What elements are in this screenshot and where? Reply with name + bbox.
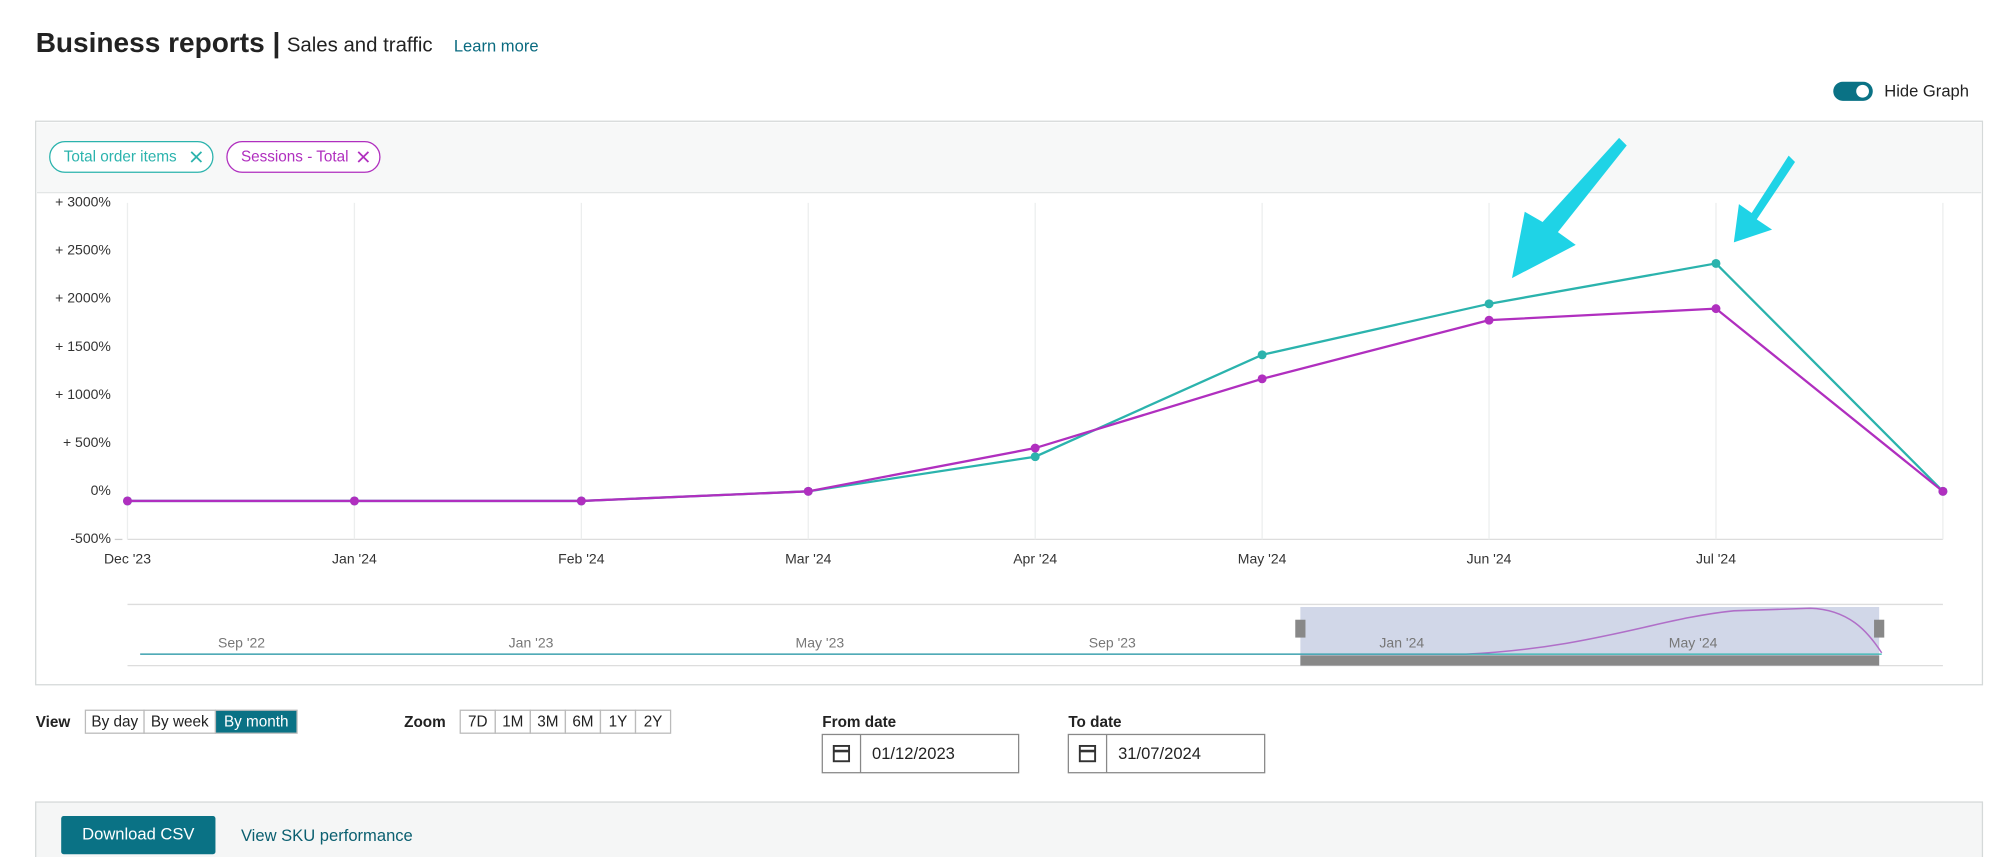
navigator-label: Jan '23 <box>509 635 554 651</box>
to-date-input[interactable] <box>1067 733 1266 774</box>
actions-panel <box>35 801 1984 857</box>
annotation-arrows <box>1511 137 1796 279</box>
y-tick-label: + 3000% <box>55 194 111 210</box>
zoom-button-label: 2Y <box>644 713 663 730</box>
data-point <box>1484 299 1494 309</box>
chart-panel <box>35 120 1984 686</box>
data-point <box>1257 374 1267 384</box>
data-point <box>576 496 586 506</box>
view-button-label: By week <box>151 713 209 730</box>
zoom-button-label: 1M <box>502 713 523 730</box>
data-point <box>1938 486 1948 496</box>
y-tick-label: + 2000% <box>55 290 111 306</box>
download-button[interactable] <box>61 816 216 855</box>
zoom-label: Zoom <box>404 714 446 731</box>
page-title: Business reports | <box>36 27 281 58</box>
data-point <box>1711 258 1721 268</box>
from-date-value: 01/12/2023 <box>872 744 955 763</box>
y-tick-label: 0% <box>91 482 111 498</box>
toggle[interactable] <box>1833 81 1873 101</box>
x-tick-label: Dec '23 <box>104 551 151 567</box>
view-button-label: By month <box>224 713 289 730</box>
zoom-button-label: 7D <box>468 713 488 730</box>
y-tick-label: + 1000% <box>55 386 111 402</box>
to-date-value: 31/07/2024 <box>1118 744 1201 763</box>
zoom-button-label: 6M <box>572 713 593 730</box>
toggle-knob <box>1856 84 1869 98</box>
data-point <box>1484 315 1494 325</box>
navigator-label: May '23 <box>796 635 845 651</box>
legend-chip[interactable] <box>49 141 214 173</box>
y-tick-label: + 1500% <box>55 338 111 354</box>
from-date-input[interactable] <box>821 733 1020 774</box>
navigator-handle[interactable] <box>1874 619 1885 638</box>
navigator-label: Sep '23 <box>1089 635 1136 651</box>
navigator-handle[interactable] <box>1295 619 1306 638</box>
legend-chip[interactable] <box>226 141 381 173</box>
x-tick-label: Jun '24 <box>1467 551 1512 567</box>
zoom-button-label: 3M <box>537 713 558 730</box>
sku-link[interactable]: View SKU performance <box>241 826 413 845</box>
zoom-button-label: 1Y <box>609 713 628 730</box>
navigator-label: May '24 <box>1669 635 1718 651</box>
x-tick-label: May '24 <box>1238 551 1287 567</box>
data-point <box>1030 443 1040 453</box>
navigator-scrollbar[interactable] <box>1300 655 1880 666</box>
navigator-label: Jan '24 <box>1379 635 1424 651</box>
view-button-label: By day <box>91 713 138 730</box>
navigator <box>127 603 1943 667</box>
chip-close[interactable] <box>190 151 203 163</box>
legend-label: Sessions - Total <box>241 149 349 166</box>
x-tick-label: Mar '24 <box>785 551 832 567</box>
toggle-label: Hide Graph <box>1884 81 1969 100</box>
data-point <box>1257 350 1267 360</box>
legend-label: Total order items <box>64 149 177 166</box>
download-button-label: Download CSV <box>82 825 194 844</box>
data-point <box>1711 304 1721 314</box>
zoom-button[interactable] <box>634 709 672 734</box>
x-tick-label: Jul '24 <box>1696 551 1736 567</box>
x-tick-label: Apr '24 <box>1013 551 1057 567</box>
data-point <box>1030 452 1040 462</box>
learn-more-link[interactable]: Learn more <box>454 37 539 56</box>
x-tick-label: Feb '24 <box>558 551 605 567</box>
data-point <box>123 496 132 506</box>
view-label: View <box>36 714 71 731</box>
x-tick-label: Jan '24 <box>332 551 377 567</box>
data-point <box>803 486 813 496</box>
from-date-label: From date <box>822 714 896 731</box>
navigator-label: Sep '22 <box>218 635 265 651</box>
page-subtitle: Sales and traffic <box>287 34 433 56</box>
y-tick-label: + 500% <box>63 434 111 450</box>
view-button[interactable] <box>214 709 298 734</box>
data-point <box>349 496 359 506</box>
chip-close[interactable] <box>357 151 370 163</box>
to-date-label: To date <box>1068 714 1121 731</box>
y-tick-label: + 2500% <box>55 242 111 258</box>
y-tick-label: -500% <box>70 530 111 546</box>
